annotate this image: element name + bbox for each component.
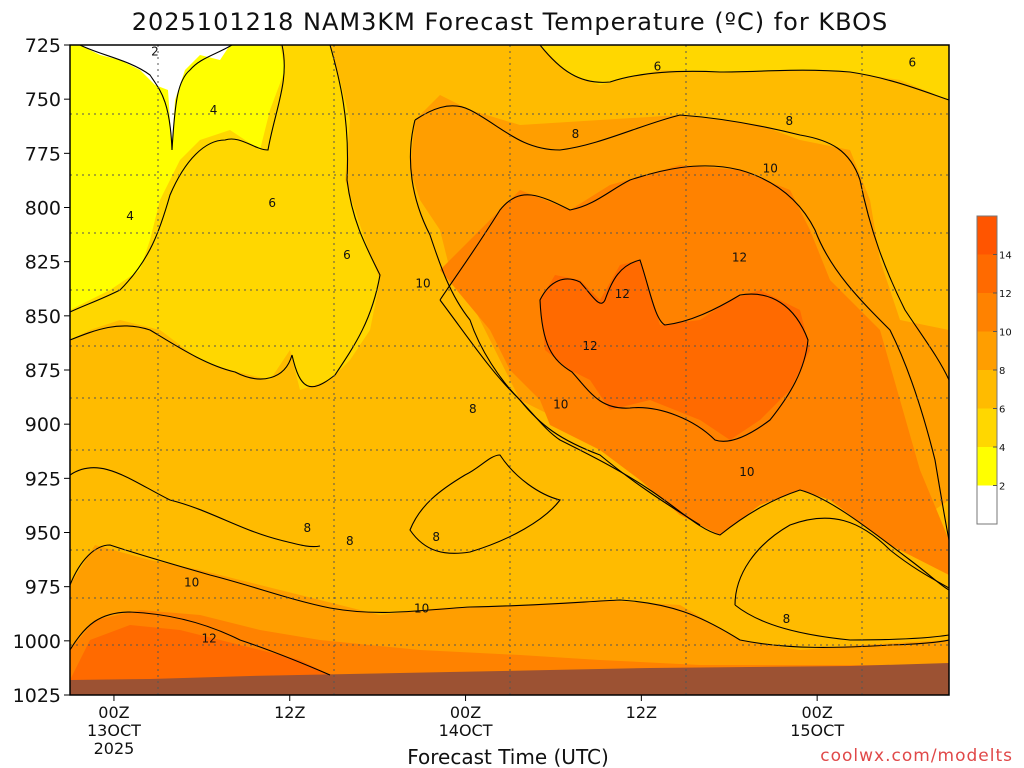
- colorbar-tick-label: 14: [999, 251, 1012, 262]
- contour-label: 10: [553, 398, 568, 412]
- contour-label: 10: [763, 162, 778, 176]
- contour-label: 8: [783, 612, 791, 626]
- contour-8-top: [414, 105, 949, 381]
- contour-8-pocket-center: [409, 454, 561, 554]
- fill-8-pocket-bottom-right: [735, 515, 949, 640]
- contour-label: 8: [432, 530, 440, 544]
- contour-12-lower: [70, 611, 331, 676]
- colorbar-tick-label: 2: [999, 482, 1005, 493]
- plot-area: 2 4 4 6 6 6 6 8 8 8 8 8 8 8 10 10 10 10 10 10 12 12 12 12: [69, 44, 950, 696]
- y-tick-label: 725: [25, 35, 61, 57]
- contour-label: 6: [268, 196, 276, 210]
- contour-6-top: [539, 45, 949, 101]
- contour-label: 10: [414, 601, 429, 615]
- contour-10-lower: [70, 544, 949, 648]
- contour-10-inner: [439, 299, 949, 591]
- contour-8-pocket-right: [734, 517, 949, 606]
- x-axis-label: Forecast Time (UTC): [407, 745, 609, 768]
- fill-14-core: [540, 260, 810, 440]
- colorbar-tick-label: 6: [999, 405, 1005, 416]
- contour-label: 8: [785, 114, 793, 128]
- ground-surface: [70, 663, 949, 695]
- x-tick-label: 2025: [94, 739, 135, 758]
- contour-8-lower-left: [70, 467, 321, 548]
- contour-2: [79, 45, 233, 151]
- x-tick-label: 00Z: [450, 703, 481, 722]
- colorbar-swatch: [977, 485, 997, 524]
- contour-label: 8: [572, 127, 580, 141]
- colorbar-swatch: [977, 408, 997, 447]
- colorbar: 2 4 6 8 10 12 14: [976, 215, 1012, 525]
- colorbar-tick-label: 10: [999, 328, 1012, 339]
- y-tick-label: 800: [25, 198, 61, 220]
- contour-label: 10: [739, 465, 754, 479]
- colorbar-tick-label: 4: [999, 443, 1005, 454]
- colorbar-swatch: [977, 331, 997, 370]
- y-tick-label: 750: [25, 89, 61, 111]
- y-tick-label: 875: [25, 360, 61, 382]
- contour-10-upper: [439, 165, 949, 541]
- colorbar-swatch: [977, 293, 997, 332]
- contour-label: 6: [654, 60, 662, 74]
- contour-label: 8: [304, 521, 312, 535]
- colorbar-tick-label: 12: [999, 289, 1012, 300]
- y-tick-label: 1000: [13, 631, 61, 653]
- fill-8-pocket-bottom-left: [410, 455, 560, 555]
- y-tick-label: 850: [25, 306, 61, 328]
- contour-label: 2: [151, 45, 159, 59]
- contour-label: 8: [346, 534, 354, 548]
- x-tick-label: 12Z: [274, 703, 305, 722]
- fill-2-band: [80, 45, 230, 150]
- colorbar-swatch: [977, 370, 997, 409]
- y-tick-label: 775: [25, 143, 61, 165]
- contour-8-left: [409, 119, 701, 526]
- fill-4-band: [70, 45, 285, 310]
- x-tick-label: 13OCT: [87, 721, 141, 740]
- y-tick-label: 950: [25, 523, 61, 545]
- filled-contours: [70, 45, 949, 695]
- grid-lines: [70, 45, 949, 695]
- contour-label: 12: [615, 287, 630, 301]
- colorbar-tick-label: 8: [999, 366, 1005, 377]
- contour-label: 6: [343, 248, 351, 262]
- contour-lines: [70, 45, 949, 676]
- colorbar-swatch: [977, 447, 997, 486]
- y-tick-label: 825: [25, 252, 61, 274]
- contour-label: 10: [184, 575, 199, 589]
- contour-label: 10: [415, 276, 430, 290]
- colorbar-swatch: [977, 254, 997, 293]
- contour-8-pocket-right-b: [734, 604, 949, 641]
- y-tick-label: 925: [25, 468, 61, 490]
- y-tick-label: 1025: [13, 685, 61, 707]
- contour-label-group: 2 4 4 6 6 6 6 8 8 8 8 8 8 8 10 10 10 10 10 10 12 12 12 12: [126, 45, 916, 646]
- x-tick-label: 14OCT: [439, 721, 493, 740]
- x-tick-label: 12Z: [626, 703, 657, 722]
- contour-label: 12: [582, 339, 597, 353]
- contour-6-left: [70, 45, 381, 388]
- x-tick-label: 15OCT: [790, 721, 844, 740]
- contour-label: 4: [126, 209, 134, 223]
- x-tick-label: 00Z: [98, 703, 129, 722]
- chart-title: 2025101218 NAM3KM Forecast Temperature (…: [132, 8, 889, 36]
- x-tick-label: 00Z: [801, 703, 832, 722]
- y-tick-label: 900: [25, 414, 61, 436]
- contour-label: 12: [202, 632, 217, 646]
- contour-label: 12: [732, 250, 747, 264]
- credit-text: coolwx.com/modelts: [820, 746, 1013, 766]
- fill-6-band-top: [540, 45, 949, 100]
- contour-label: 6: [909, 55, 917, 69]
- colorbar-swatch: [977, 216, 997, 255]
- y-axis: 725 750 775 800 825 850 875 900 925 950 975 1000 102…: [13, 35, 70, 707]
- y-tick-label: 975: [25, 577, 61, 599]
- fill-14-core-lower: [70, 625, 340, 690]
- contour-12-core: [539, 259, 809, 442]
- contour-label: 4: [210, 103, 218, 117]
- contour-label: 8: [469, 402, 477, 416]
